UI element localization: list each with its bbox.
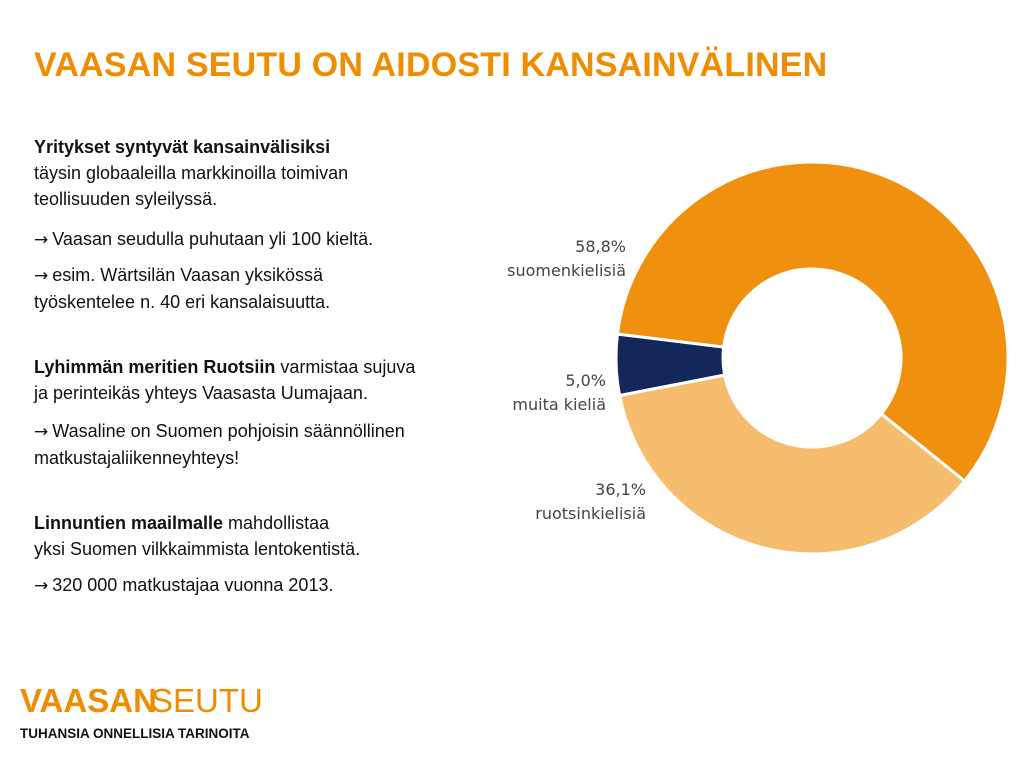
logo-tagline: TUHANSIA ONNELLISIA TARINOITA	[20, 726, 250, 741]
slice-value-label: 58,8%	[575, 237, 626, 256]
block2-line2: ja perinteikäs yhteys Vaasasta Uumajaan.	[34, 383, 368, 403]
logo-word-seutu: SEUTU	[151, 682, 263, 719]
block-international-companies: Yritykset syntyvät kansainvälisiksi täys…	[34, 134, 348, 212]
block1-bullet-2: → esim. Wärtsilän Vaasan yksikössä työske…	[34, 262, 330, 315]
block1-bullet-2-line1: esim. Wärtsilän Vaasan yksikössä	[52, 265, 324, 285]
block2-bullet-1-line2: matkustajaliikenneyhteys!	[34, 448, 240, 468]
arrow-icon: →	[34, 576, 49, 596]
block2-heading-rest: varmistaa sujuva	[275, 357, 416, 377]
arrow-icon: →	[34, 266, 49, 286]
donut-slice-muita kieliä	[614, 332, 727, 398]
block2-bullet-1-line1: Wasaline on Suomen pohjoisin säännölline…	[52, 421, 405, 441]
block1-line1: täysin globaaleilla markkinoilla toimiva…	[34, 163, 349, 183]
block3-bullet-1-text: 320 000 matkustajaa vuonna 2013.	[52, 575, 334, 595]
block2-heading: Lyhimmän meritien Ruotsiin	[34, 357, 276, 377]
slice-value-label: 5,0%	[565, 371, 606, 390]
block-sea-route: Lyhimmän meritien Ruotsiin varmistaa suj…	[34, 354, 415, 406]
block1-bullet-2-line2: työskentelee n. 40 eri kansalaisuutta.	[34, 292, 331, 312]
arrow-icon: →	[34, 422, 49, 442]
block3-bullet-1: → 320 000 matkustajaa vuonna 2013.	[34, 572, 333, 599]
block3-heading: Linnuntien maailmalle	[34, 513, 224, 533]
logo-word-vaasan: VAASAN	[20, 682, 157, 719]
slice-value-label: 36,1%	[595, 480, 646, 499]
slice-name-label: ruotsinkielisiä	[535, 504, 646, 523]
block1-bullet-1-text: Vaasan seudulla puhutaan yli 100 kieltä.	[52, 229, 374, 249]
arrow-icon: →	[34, 230, 49, 250]
block1-line2: teollisuuden syleilyssä.	[34, 189, 218, 209]
block2-bullet-1: → Wasaline on Suomen pohjoisin säännöllin…	[34, 418, 405, 471]
block3-heading-rest: mahdollistaa	[223, 513, 330, 533]
donut-slice-ruotsinkielisiä	[617, 373, 967, 556]
page-title: VAASAN SEUTU ON AIDOSTI KANSAINVÄLINEN	[34, 46, 828, 84]
slice-name-label: muita kieliä	[512, 395, 606, 414]
donut-slice-suomenkielisiä	[615, 160, 1010, 484]
vaasan-seutu-logo: VAASAN SEUTU TUHANSIA ONNELLISIA TARINOI…	[20, 682, 263, 741]
block1-bullet-1: → Vaasan seudulla puhutaan yli 100 kieltä…	[34, 226, 373, 253]
block1-heading: Yritykset syntyvät kansainvälisiksi	[34, 137, 331, 157]
slice-name-label: suomenkielisiä	[507, 261, 626, 280]
block3-line2: yksi Suomen vilkkaimmista lentokentistä.	[34, 539, 361, 559]
block-airport: Linnuntien maailmalle mahdollistaa yksi …	[34, 510, 360, 562]
